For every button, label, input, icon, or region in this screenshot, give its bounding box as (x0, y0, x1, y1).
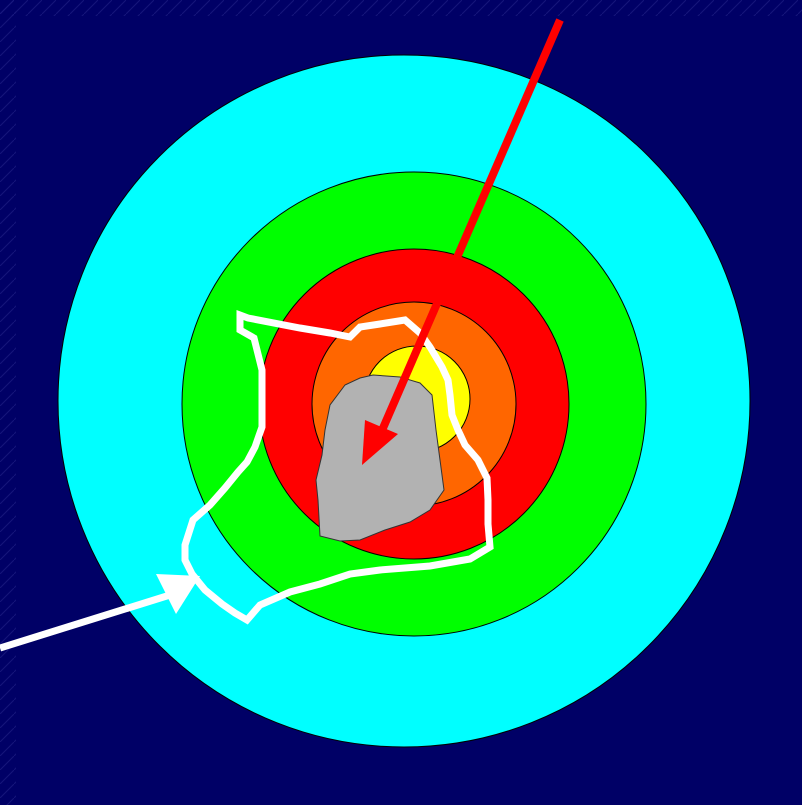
background-texture (0, 0, 16, 805)
red-arrow-head (362, 420, 398, 465)
white-path-outline (181, 309, 494, 625)
white-path-arrow-head (156, 574, 200, 614)
red-arrow-shaft (376, 18, 564, 437)
background-texture-top (0, 0, 802, 16)
white-path-arrow-shaft (0, 591, 172, 652)
